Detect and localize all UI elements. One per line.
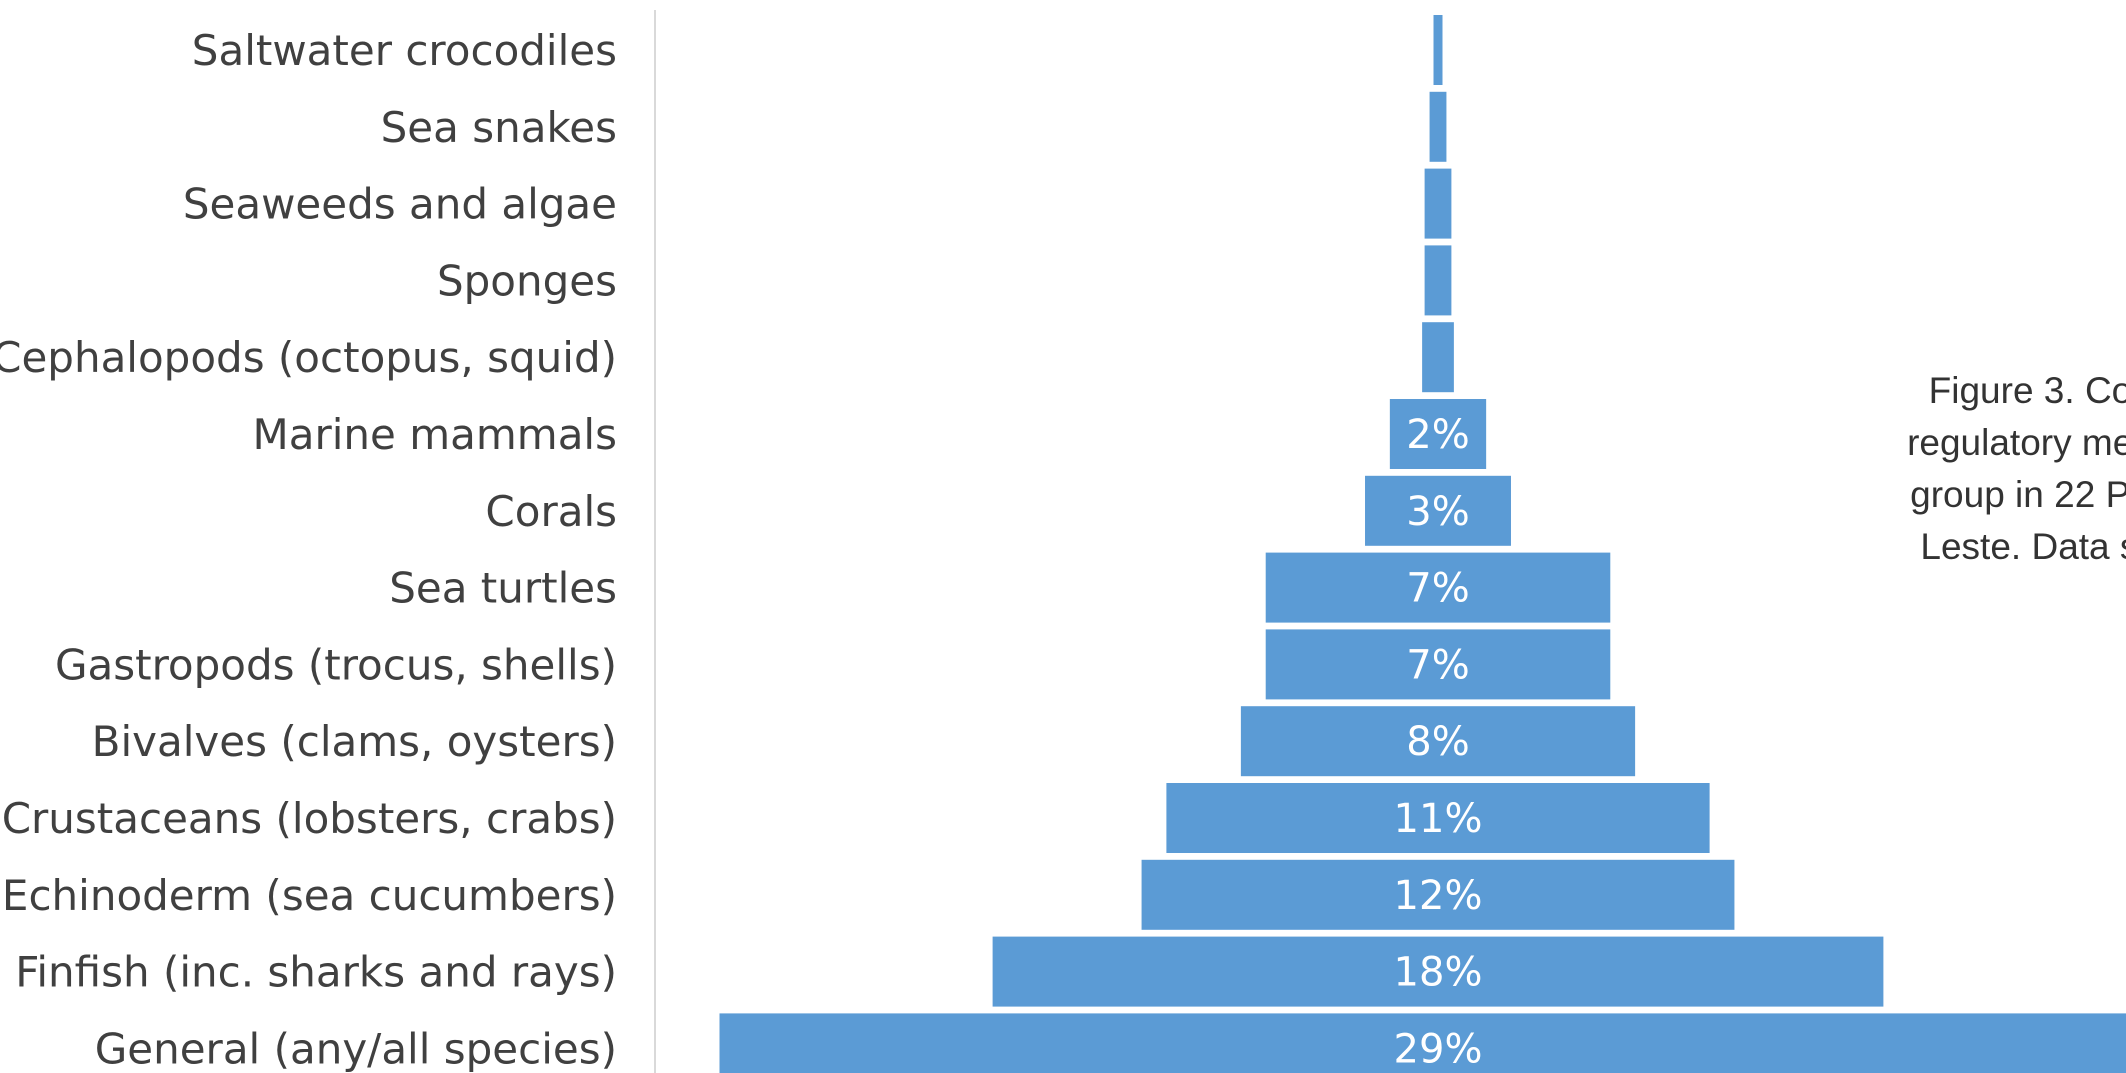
category-label: Finfish (inc. sharks and rays) <box>15 948 617 997</box>
bar <box>1262 549 1614 626</box>
data-label: 11% <box>1394 796 1483 842</box>
category-label: Seaweeds and algae <box>183 180 617 229</box>
category-label: Sea snakes <box>381 103 617 152</box>
bar <box>1421 165 1455 242</box>
bar <box>1421 242 1455 319</box>
category-label: Corals <box>485 487 617 536</box>
category-label: Cephalopods (octopus, squid) <box>0 333 617 382</box>
category-label: Crustaceans (lobsters, crabs) <box>2 794 617 843</box>
bar <box>1237 703 1639 780</box>
data-label: 2% <box>1406 412 1469 458</box>
bar <box>1138 856 1738 933</box>
category-label: Marine mammals <box>253 410 618 459</box>
bar <box>1386 396 1490 472</box>
category-label: General (any/all species) <box>95 1024 617 1073</box>
bar <box>1163 780 1713 856</box>
data-label: 8% <box>1406 719 1469 765</box>
data-label: 18% <box>1394 950 1483 996</box>
category-label: Sponges <box>437 256 617 305</box>
bars <box>716 12 2126 1073</box>
caption-line-1: Figure 3. Coas <box>1928 370 2126 411</box>
category-label: Saltwater crocodiles <box>192 26 617 75</box>
category-label: Bivalves (clams, oysters) <box>92 717 617 766</box>
data-label: 7% <box>1406 566 1469 612</box>
data-labels: 2% 3% 7% 7% 8% 11% 12% 18% 29% <box>1394 412 1483 1072</box>
category-label: Sea turtles <box>389 564 617 613</box>
data-label: 7% <box>1406 642 1469 688</box>
data-label: 29% <box>1394 1026 1483 1072</box>
category-labels: Saltwater crocodiles Sea snakes Seaweeds a… <box>0 26 617 1073</box>
bar <box>1262 626 1614 703</box>
bar <box>989 933 1887 1010</box>
data-label: 3% <box>1406 489 1469 535</box>
category-label: Gastropods (trocus, shells) <box>55 640 617 689</box>
category-label: Echinoderm (sea cucumbers) <box>2 871 617 920</box>
caption-line-3: group in 22 PICT <box>1910 474 2126 515</box>
figure-caption: Figure 3. Coas regulatory measu group in… <box>1700 365 2126 573</box>
bar <box>716 1010 2126 1073</box>
bar <box>1362 472 1514 549</box>
bar <box>1419 319 1457 396</box>
bar <box>1426 88 1450 165</box>
bar <box>1430 12 1446 88</box>
caption-line-4: Leste. Data sou <box>1920 526 2126 567</box>
data-label: 12% <box>1394 873 1483 919</box>
caption-line-2: regulatory measu <box>1907 422 2126 463</box>
